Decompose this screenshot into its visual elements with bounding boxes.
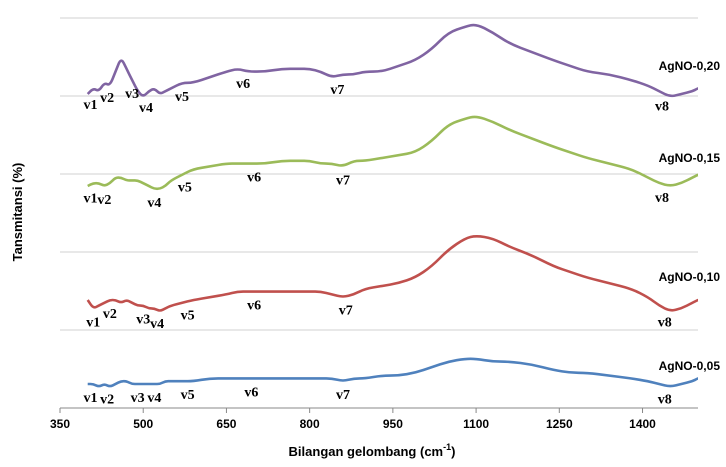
x-axis-title: Bilangan gelombang (cm-1) [289,442,456,459]
peak-label-3-v4: v4 [147,391,161,406]
x-tick-labels: 350 500 650 800 950 1100 1250 1400 [50,408,656,431]
x-axis-title-close: ) [451,444,455,459]
peak-label-0-v5: v5 [175,90,189,105]
peak-label-2-v7: v7 [339,304,353,319]
peak-label-0-v1: v1 [84,98,98,113]
peak-label-0-v7: v7 [330,83,344,98]
gridlines [60,17,698,331]
x-axis-title-superscript: -1 [443,442,451,452]
peak-label-2-v8: v8 [658,315,672,330]
x-tick-label-500: 500 [133,417,153,431]
x-tick-label-1250: 1250 [546,417,573,431]
peak-label-0-v4: v4 [139,101,153,116]
peak-label-3-v2: v2 [100,392,114,407]
series-line-0 [86,23,699,98]
peak-label-0-v3: v3 [125,87,139,102]
peak-label-3-v6: v6 [244,385,258,400]
peak-label-1-v7: v7 [336,173,350,188]
series-label-1: AgNO-0,15 [659,151,721,165]
peak-label-1-v5: v5 [178,180,192,195]
series-line-1 [87,115,699,191]
series-labels: AgNO-0,20 AgNO-0,15 AgNO-0,10 AgNO-0,05 [659,59,721,373]
peak-label-1-v8: v8 [655,191,669,206]
peak-label-3-v1: v1 [84,391,98,406]
peak-label-1-v4: v4 [147,196,161,211]
peak-label-1-v2: v2 [97,193,111,208]
peak-label-2-v6: v6 [247,299,261,314]
peak-label-3-v5: v5 [181,388,195,403]
y-axis-title: Tansmitansi (%) [10,163,25,262]
peak-label-1-v1: v1 [84,192,98,207]
x-tick-label-1100: 1100 [463,417,489,431]
series-label-2: AgNO-0,10 [659,270,721,284]
x-tick-label-350: 350 [50,417,70,431]
peak-label-2-v3: v3 [136,313,150,328]
peak-label-2-v5: v5 [181,308,195,323]
peak-label-0-v2: v2 [100,91,114,106]
x-tick-label-950: 950 [383,417,403,431]
series-label-0: AgNO-0,20 [659,59,721,73]
x-tick-label-1400: 1400 [629,417,656,431]
peak-label-3-v3: v3 [131,391,145,406]
peak-label-1-v6: v6 [247,171,261,186]
series-label-3: AgNO-0,05 [659,359,721,373]
peak-label-0-v6: v6 [236,77,250,92]
series-layer [86,23,699,388]
peak-label-0-v8: v8 [655,100,669,115]
x-tick-label-800: 800 [300,417,320,431]
series-line-3 [87,357,699,388]
x-tick-label-650: 650 [216,417,236,431]
peak-label-3-v7: v7 [336,388,350,403]
series-line-2 [86,235,699,312]
peak-label-2-v4: v4 [150,317,164,332]
peak-label-2-v2: v2 [103,307,117,322]
peak-label-3-v8: v8 [658,392,672,407]
peak-label-2-v1: v1 [86,315,100,330]
